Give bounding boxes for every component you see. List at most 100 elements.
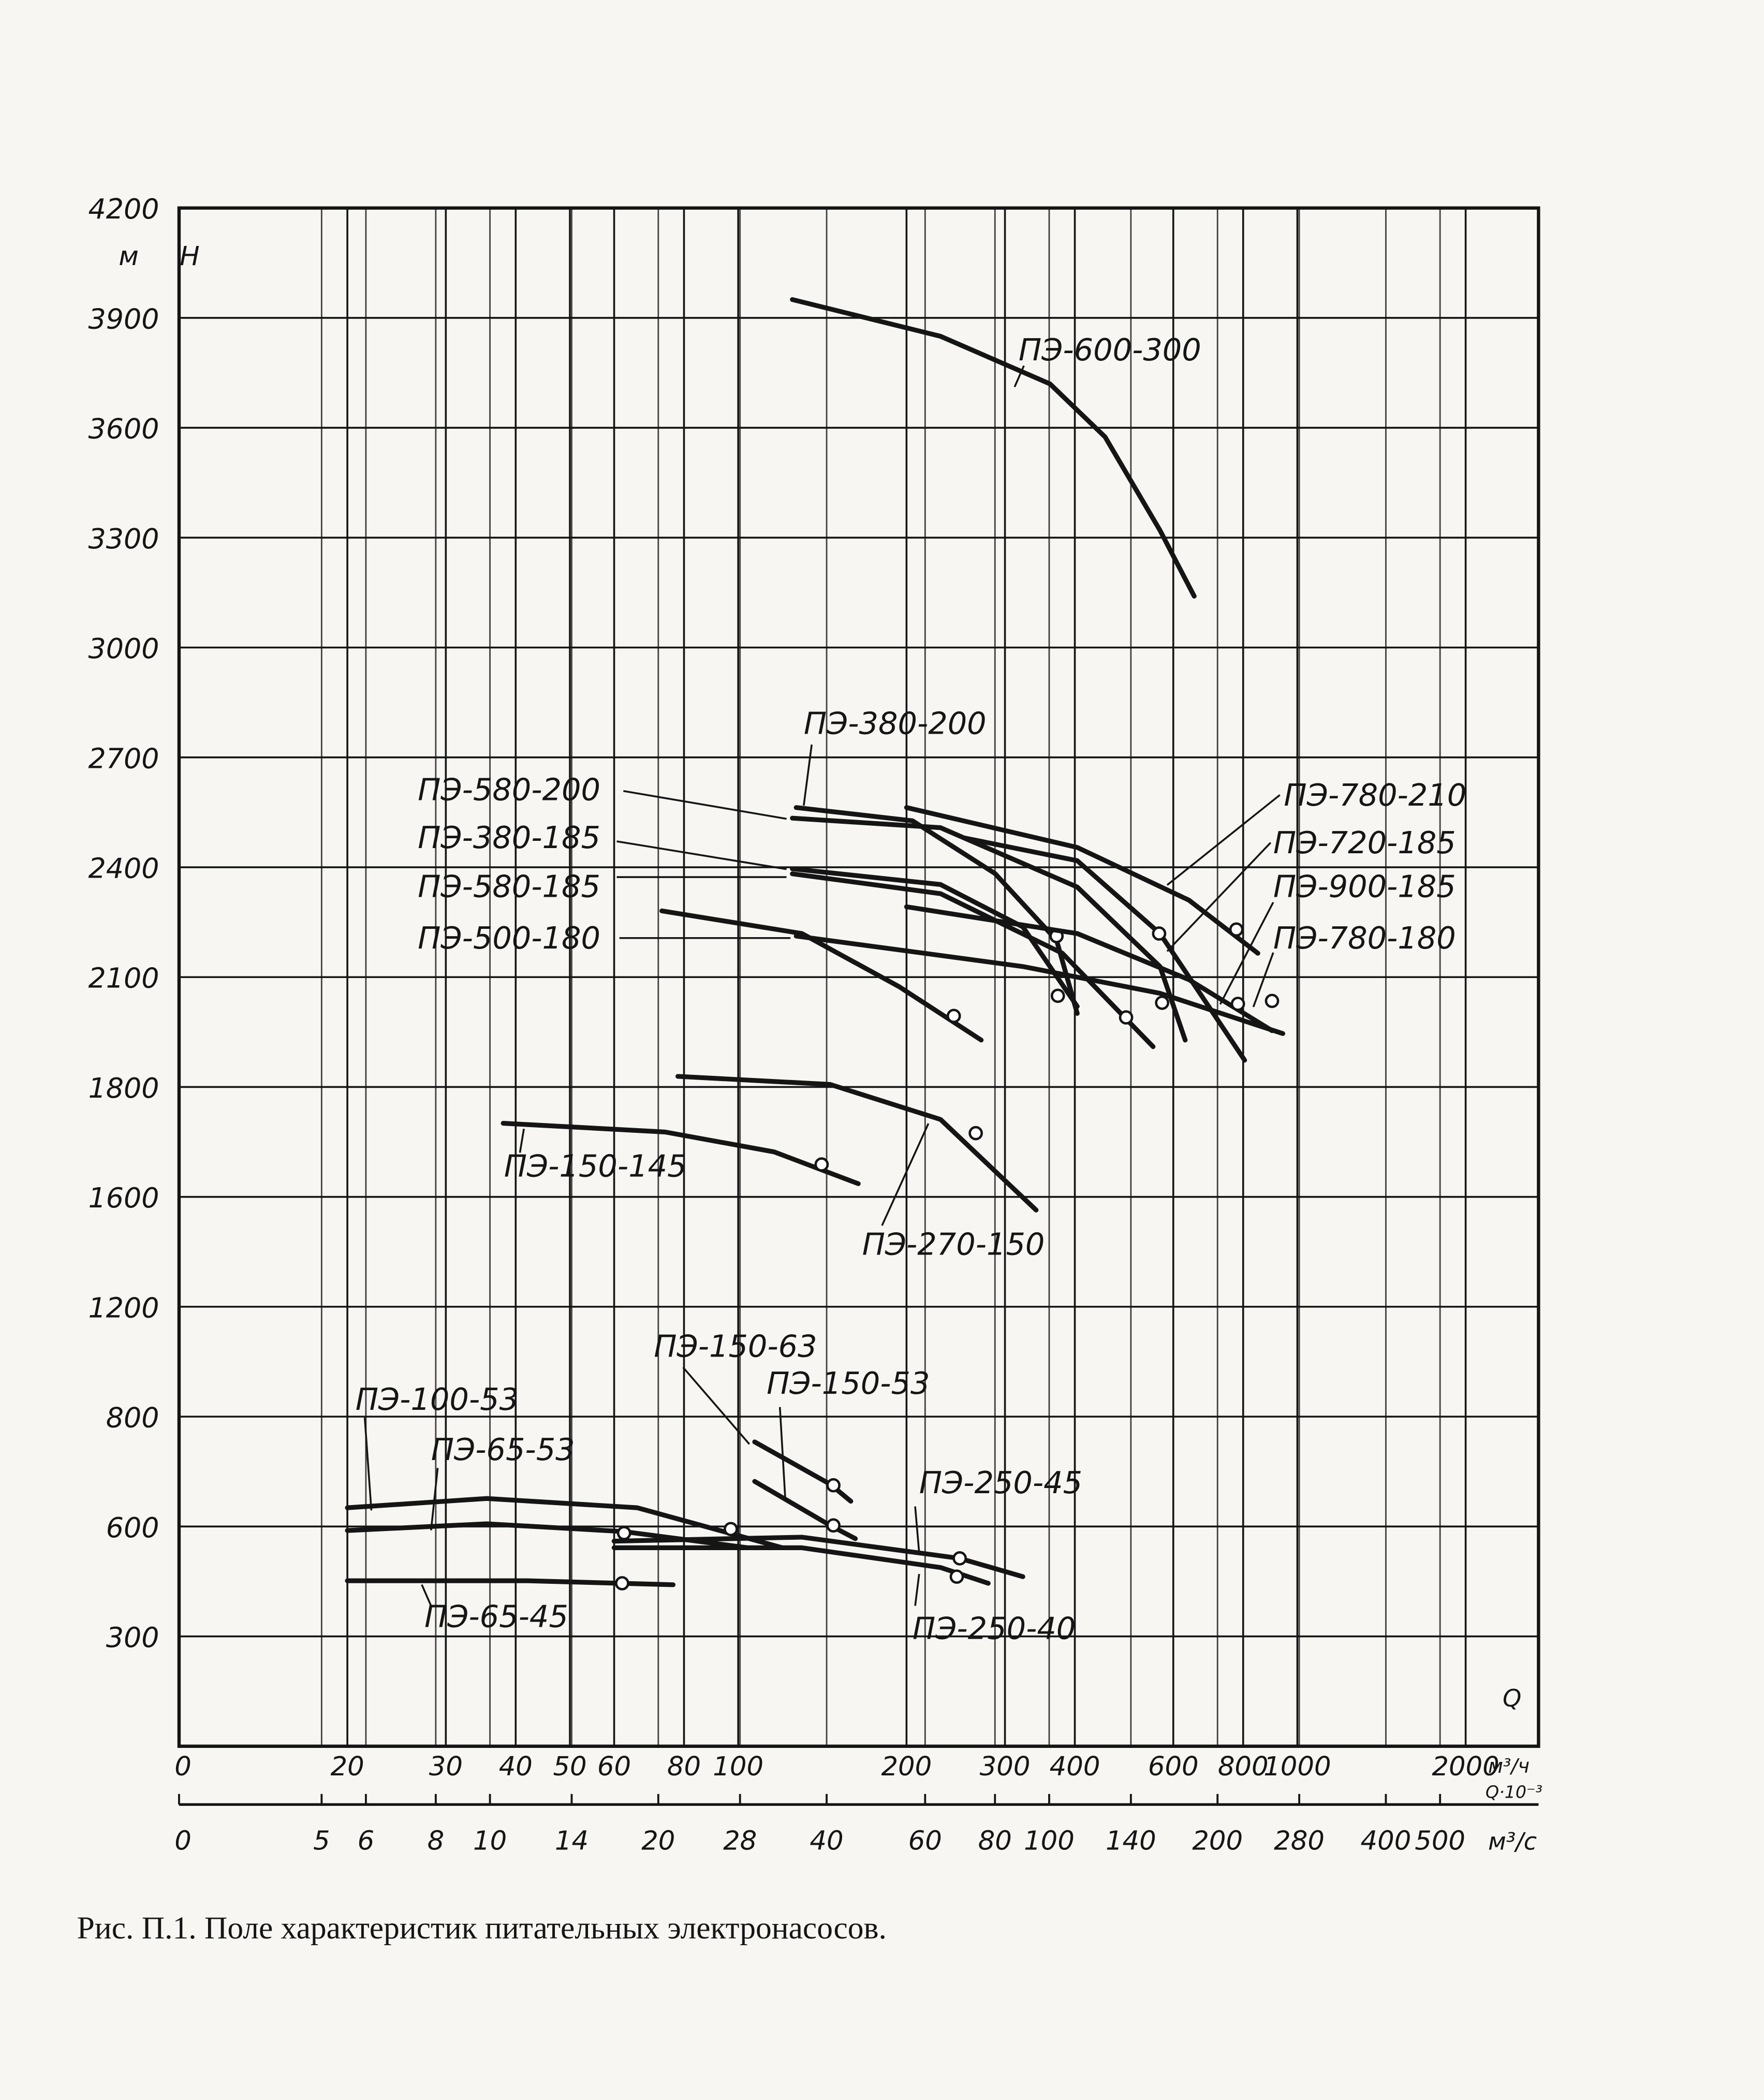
x2-tick-label: 80 bbox=[978, 1825, 1012, 1856]
x-tick-label: 300 bbox=[980, 1751, 1031, 1782]
curve-label: ПЭ-580-200 bbox=[418, 772, 600, 808]
x-tick-label: 1000 bbox=[1263, 1751, 1331, 1782]
curve-label: ПЭ-250-40 bbox=[913, 1611, 1076, 1646]
x-tick-label: 200 bbox=[881, 1751, 932, 1782]
leader-line bbox=[803, 744, 813, 806]
duty-point bbox=[946, 1009, 961, 1024]
curve bbox=[790, 866, 1080, 1009]
duty-point bbox=[1155, 995, 1169, 1010]
leader-line bbox=[363, 1417, 373, 1511]
x-tick-label: 800 bbox=[1218, 1751, 1269, 1782]
curve bbox=[345, 1496, 785, 1551]
leader-line bbox=[1219, 901, 1274, 1005]
y-unit: м bbox=[119, 241, 139, 272]
y-tick-label: 1600 bbox=[89, 1182, 159, 1214]
leader-line bbox=[914, 1573, 920, 1606]
curve-label: ПЭ-65-53 bbox=[431, 1432, 575, 1467]
x2-tick-label: 8 bbox=[428, 1825, 445, 1856]
duty-point bbox=[1265, 994, 1280, 1009]
y-tick-label: 3000 bbox=[89, 632, 159, 665]
duty-point bbox=[949, 1569, 964, 1584]
leader-line bbox=[1166, 794, 1281, 886]
x2-unit: м³/с bbox=[1488, 1827, 1537, 1855]
duty-point bbox=[826, 1518, 841, 1533]
x-tick-label: 30 bbox=[429, 1751, 463, 1782]
curve-label: ПЭ-720-185 bbox=[1273, 825, 1456, 861]
x-tick-label: 80 bbox=[667, 1751, 701, 1782]
y-tick-label: 800 bbox=[106, 1402, 159, 1434]
y-tick-label: 3300 bbox=[89, 522, 159, 555]
x2-tick-label: 500 bbox=[1415, 1825, 1465, 1856]
curve bbox=[904, 904, 1275, 1033]
leader-line bbox=[430, 1468, 439, 1530]
x2-tick-label: 40 bbox=[810, 1825, 843, 1856]
x-tick-label: 600 bbox=[1148, 1751, 1199, 1782]
curve bbox=[962, 835, 1247, 1063]
x-tick-label: 60 bbox=[597, 1751, 631, 1782]
x2-tick-label: 140 bbox=[1106, 1825, 1156, 1856]
curve-label: ПЭ-150-63 bbox=[654, 1328, 817, 1364]
curve-label: ПЭ-100-53 bbox=[356, 1381, 519, 1417]
curve-label: ПЭ-380-185 bbox=[418, 820, 600, 855]
x2-tick-label: 10 bbox=[473, 1825, 507, 1856]
leader-line bbox=[519, 1128, 525, 1153]
curve-label: ПЭ-780-210 bbox=[1284, 777, 1466, 813]
curve bbox=[793, 805, 1080, 1016]
y-tick-label: 3600 bbox=[89, 413, 159, 445]
x2-tick-label: 20 bbox=[641, 1825, 675, 1856]
curve bbox=[790, 297, 1197, 599]
leader-line bbox=[421, 1584, 432, 1607]
leader-line bbox=[914, 1506, 920, 1553]
leader-line bbox=[1166, 842, 1272, 952]
x-tick-label: 400 bbox=[1050, 1751, 1100, 1782]
y-axis-label: Н bbox=[180, 241, 200, 272]
duty-point bbox=[1050, 988, 1065, 1003]
curve bbox=[611, 1535, 1025, 1579]
duty-point bbox=[968, 1126, 983, 1141]
y-tick-label: 1200 bbox=[89, 1291, 159, 1324]
plot-frame bbox=[177, 206, 1540, 1748]
y-tick-label: 1800 bbox=[89, 1072, 159, 1104]
curve bbox=[793, 934, 1285, 1036]
leader-line bbox=[881, 1123, 930, 1226]
curve bbox=[675, 1074, 1039, 1213]
y-tick-label: 4200 bbox=[89, 193, 159, 225]
duty-point bbox=[1119, 1010, 1134, 1025]
x2-tick-label: 6 bbox=[358, 1825, 375, 1856]
x2-tick-label: 5 bbox=[313, 1825, 330, 1856]
y-tick-label: 2700 bbox=[89, 742, 159, 775]
y-tick-label: 2400 bbox=[89, 852, 159, 885]
curve-label: ПЭ-150-53 bbox=[767, 1365, 930, 1401]
caption: Рис. П.1. Поле характеристик питательных… bbox=[77, 1911, 887, 1946]
duty-point bbox=[952, 1551, 967, 1566]
curve-label: ПЭ-580-185 bbox=[418, 868, 600, 904]
curve-label: ПЭ-600-300 bbox=[1019, 332, 1201, 368]
duty-point bbox=[826, 1478, 841, 1493]
x2-tick-label: 400 bbox=[1361, 1825, 1412, 1856]
x2-axis-label: Q·10⁻³ bbox=[1486, 1782, 1542, 1802]
x2-tick-label: 60 bbox=[908, 1825, 942, 1856]
leader-line bbox=[682, 1366, 751, 1445]
curve bbox=[904, 805, 1260, 956]
leader-line bbox=[778, 1407, 786, 1497]
x-unit: м³/ч bbox=[1488, 1755, 1530, 1778]
x2-tick-label: 200 bbox=[1192, 1825, 1243, 1856]
x2-tick-label: 100 bbox=[1024, 1825, 1075, 1856]
duty-point bbox=[616, 1526, 631, 1540]
curve-label: ПЭ-900-185 bbox=[1273, 868, 1456, 904]
x-tick-label: 2000 bbox=[1432, 1751, 1499, 1782]
x2-origin-label: 0 bbox=[174, 1825, 192, 1856]
x-origin-label: 0 bbox=[174, 1751, 192, 1782]
x-tick-label: 20 bbox=[331, 1751, 364, 1782]
curve-label: ПЭ-150-145 bbox=[504, 1148, 687, 1184]
y-tick-label: 600 bbox=[106, 1511, 159, 1544]
curve bbox=[659, 908, 984, 1043]
duty-point bbox=[814, 1157, 829, 1172]
y-tick-label: 300 bbox=[106, 1621, 159, 1654]
leader-line bbox=[1013, 365, 1025, 387]
x-tick-label: 50 bbox=[553, 1751, 586, 1782]
duty-point bbox=[615, 1576, 629, 1591]
x-tick-label: 40 bbox=[499, 1751, 533, 1782]
leader-line bbox=[623, 790, 787, 820]
